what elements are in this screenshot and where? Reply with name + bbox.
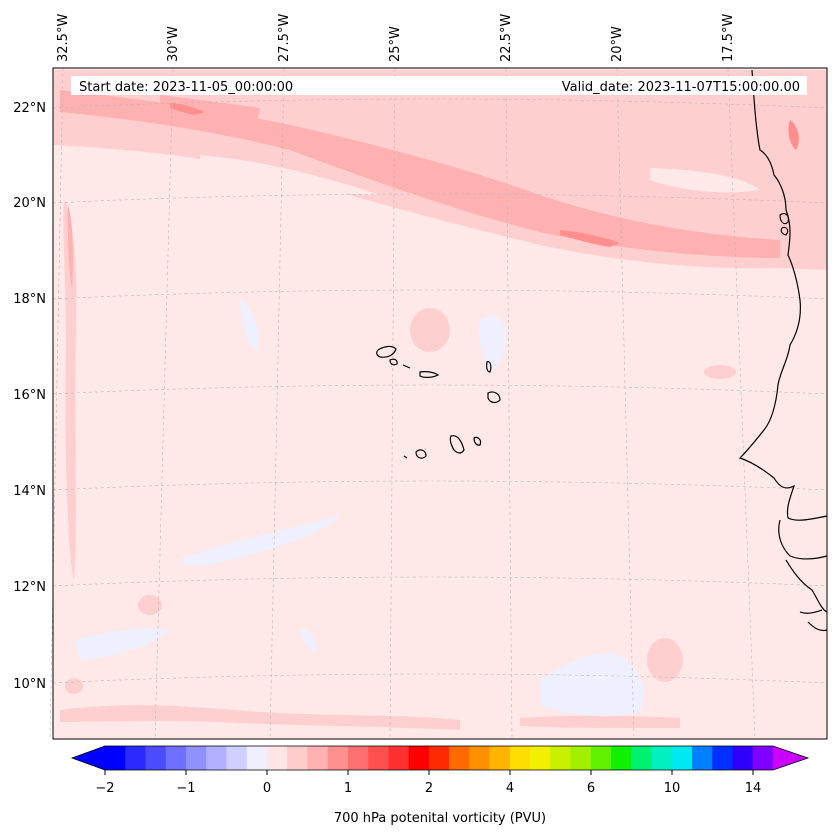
lat-label: 16°N — [13, 388, 46, 403]
colorbar-cell — [590, 746, 612, 770]
colorbar-cell — [388, 746, 410, 770]
colorbar-cell — [266, 746, 288, 770]
pv-negative — [540, 652, 644, 717]
colorbar-cell — [489, 746, 511, 770]
colorbar-cell — [145, 746, 167, 770]
pv-band-south-2 — [520, 715, 680, 728]
valid-date-label: Valid_date: 2023-11-07T15:00:00.00 — [562, 80, 800, 95]
lon-label: 32.5°W — [56, 14, 71, 62]
pv-band-main — [60, 90, 780, 258]
colorbar-cell — [347, 746, 369, 770]
date-header-box — [71, 76, 807, 95]
coast-island — [779, 213, 789, 225]
map-frame — [52, 67, 828, 740]
colorbar-cell — [206, 746, 227, 770]
colorbar: −2 −1 0 1 2 4 6 10 14 700 hPa potenital … — [70, 745, 810, 826]
colorbar-cell — [449, 746, 470, 770]
colorbar-tick-label: −1 — [176, 781, 195, 796]
colorbar-ticks — [104, 770, 754, 775]
colorbar-label: 700 hPa potenital vorticity (PVU) — [334, 811, 546, 826]
colorbar-cell — [287, 746, 308, 770]
colorbar-tick-label: 14 — [745, 781, 762, 796]
colorbar-cell — [125, 746, 146, 770]
colorbar-tick-label: −2 — [95, 781, 114, 796]
pv-west-streak — [63, 200, 77, 580]
colorbar-cell — [651, 746, 673, 770]
colorbar-cells — [105, 746, 774, 770]
lat-label: 14°N — [13, 484, 46, 499]
pv-blob — [410, 308, 450, 352]
colorbar-tick-label: 2 — [425, 781, 433, 796]
colorbar-cell — [550, 746, 572, 770]
pv-negative — [180, 515, 340, 566]
colorbar-extend-right — [773, 746, 808, 770]
start-date-label: Start date: 2023-11-05_00:00:00 — [79, 80, 293, 95]
pv-blob — [65, 678, 83, 694]
africa-coastline-south — [778, 519, 828, 632]
africa-coastline — [738, 69, 828, 521]
lon-label: 30°W — [166, 26, 181, 62]
pv-blob — [647, 638, 683, 682]
lat-label: 22°N — [13, 101, 46, 116]
colorbar-cell — [712, 746, 734, 770]
colorbar-cell — [509, 746, 531, 770]
pv-negative — [479, 316, 506, 370]
lon-label: 20°W — [610, 26, 625, 62]
colorbar-cell — [327, 746, 349, 770]
lon-label: 17.5°W — [721, 14, 736, 62]
colorbar-cell — [671, 746, 693, 770]
pv-band-south — [60, 705, 460, 730]
pv-negative — [240, 300, 259, 351]
lon-label: 27.5°W — [277, 14, 292, 62]
pv-core-1 — [560, 230, 620, 247]
colorbar-tick-label: 0 — [263, 781, 271, 796]
pv-negative — [300, 629, 317, 652]
pv-gap — [200, 155, 380, 195]
colorbar-extend-left — [72, 746, 105, 770]
lat-label: 10°N — [13, 677, 46, 692]
graticule — [49, 67, 828, 740]
colorbar-cell — [408, 746, 430, 770]
coast-island — [780, 226, 789, 236]
lon-label: 25°W — [388, 26, 403, 62]
pv-blob — [138, 595, 162, 615]
colorbar-cell — [752, 746, 774, 770]
colorbar-cell — [530, 746, 551, 770]
colorbar-cell — [185, 746, 207, 770]
pv-blob — [612, 106, 648, 134]
lon-label: 22.5°W — [499, 14, 514, 62]
colorbar-tick-label: 10 — [664, 781, 681, 796]
colorbar-cell — [611, 746, 632, 770]
colorbar-cell — [226, 746, 248, 770]
pv-negative — [75, 628, 170, 660]
colorbar-cell — [469, 746, 491, 770]
colorbar-cell — [570, 746, 592, 770]
pv-gap-2 — [650, 168, 760, 193]
lat-label: 12°N — [13, 580, 46, 595]
lat-axis-labels: 22°N 20°N 18°N 16°N 14°N 12°N 10°N — [13, 101, 46, 692]
colorbar-tick-label: 6 — [587, 781, 595, 796]
colorbar-cell — [732, 746, 754, 770]
pv-core-3 — [788, 120, 799, 150]
pv-west-core — [67, 205, 73, 290]
lat-label: 20°N — [13, 196, 46, 211]
colorbar-tick-label: 1 — [344, 781, 352, 796]
colorbar-cell — [105, 746, 126, 770]
pv-blob — [704, 365, 736, 379]
colorbar-cell — [428, 746, 450, 770]
lon-axis-labels: 32.5°W 30°W 27.5°W 25°W 22.5°W 20°W 17.5… — [56, 14, 736, 62]
colorbar-cell — [307, 746, 329, 770]
colorbar-cell — [631, 746, 653, 770]
colorbar-cell — [692, 746, 713, 770]
pv-field — [53, 70, 827, 730]
colorbar-cell — [368, 746, 389, 770]
colorbar-cell — [165, 746, 187, 770]
lat-label: 18°N — [13, 292, 46, 307]
colorbar-cell — [246, 746, 268, 770]
pv-core-2 — [170, 103, 205, 115]
pv-band-upper — [160, 95, 260, 118]
colorbar-tick-label: 4 — [506, 781, 514, 796]
cape-verde-islands — [376, 345, 501, 459]
